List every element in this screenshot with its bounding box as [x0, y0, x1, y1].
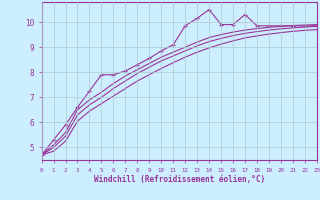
X-axis label: Windchill (Refroidissement éolien,°C): Windchill (Refroidissement éolien,°C): [94, 175, 265, 184]
